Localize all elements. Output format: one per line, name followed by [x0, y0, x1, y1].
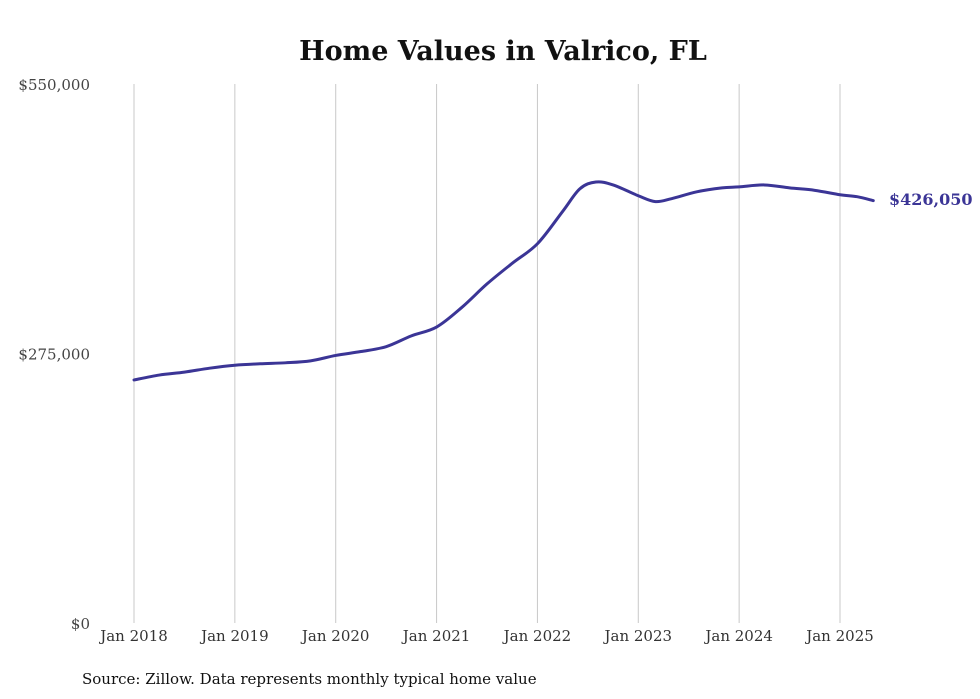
x-tick-label: Jan 2023: [603, 627, 673, 645]
y-tick-label: $275,000: [18, 346, 90, 364]
source-note: Source: Zillow. Data represents monthly …: [82, 670, 537, 688]
x-tick-label: Jan 2022: [502, 627, 572, 645]
vertical-gridlines: [133, 84, 841, 623]
x-tick-label: Jan 2018: [98, 627, 168, 645]
home-value-line: [132, 180, 875, 382]
chart-title: Home Values in Valrico, FL: [299, 36, 707, 67]
x-tick-label: Jan 2019: [199, 627, 269, 645]
x-tick-label: Jan 2025: [804, 627, 874, 645]
y-tick-label: $550,000: [18, 76, 90, 94]
x-tick-label: Jan 2020: [300, 627, 370, 645]
x-tick-label: Jan 2024: [703, 627, 773, 645]
y-tick-label: $0: [71, 615, 90, 633]
x-axis-tick-labels: Jan 2018 Jan 2019 Jan 2020 Jan 2021 Jan 2022…: [98, 627, 874, 645]
x-tick-label: Jan 2021: [401, 627, 471, 645]
latest-value-label: $426,050: [889, 190, 973, 209]
y-axis-tick-labels: $0 $275,000 $550,000: [18, 76, 90, 633]
